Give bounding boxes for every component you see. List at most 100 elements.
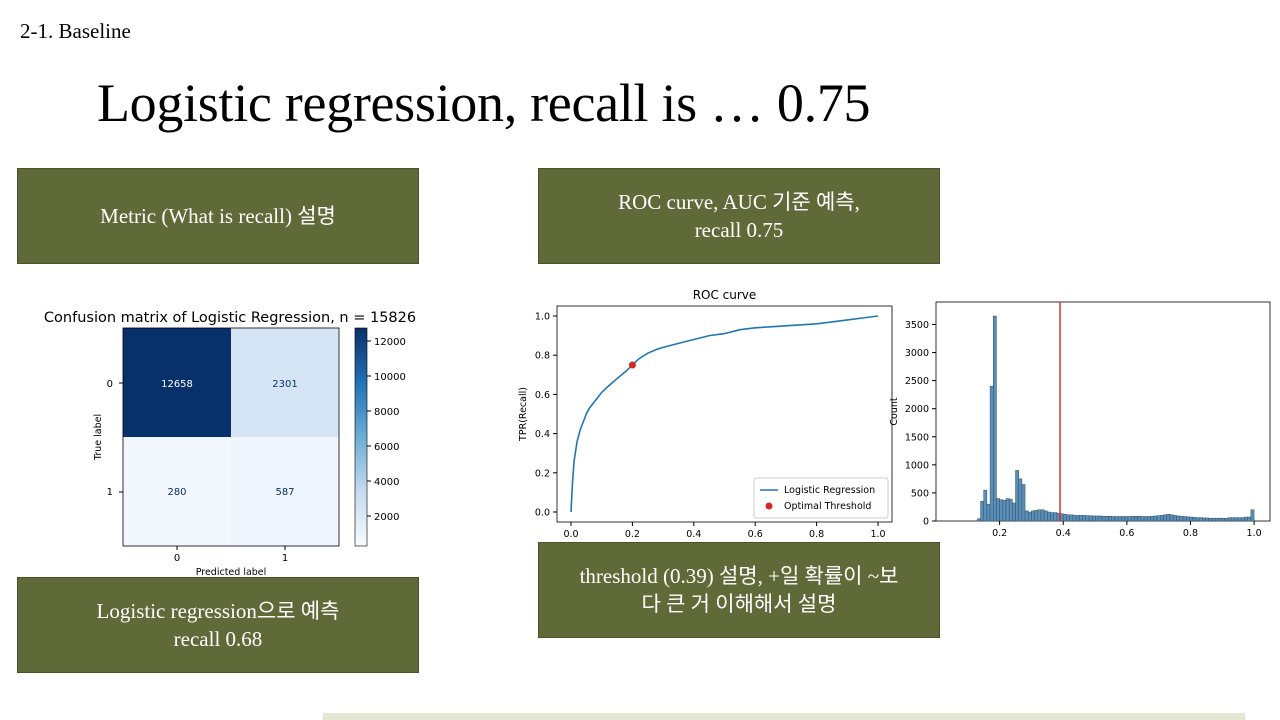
cm-colorbar-tick: 6000: [374, 442, 399, 453]
hist-xtick-label: 1.0: [1247, 528, 1262, 539]
roc-legend-dot-swatch: [765, 502, 773, 510]
hist-bar: [1198, 517, 1203, 522]
confusion-matrix-figure: Confusion matrix of Logistic Regression,…: [44, 310, 416, 578]
hist-bar: [1108, 515, 1113, 522]
hist-bar: [1211, 517, 1216, 522]
hist-bar: [1050, 512, 1054, 522]
hist-bar: [1047, 511, 1051, 522]
roc-ylabel: TPR(Recall): [518, 387, 529, 442]
roc-note-line2: recall 0.75: [694, 218, 784, 242]
hist-bar: [1147, 516, 1151, 522]
hist-bar: [1124, 516, 1129, 522]
hist-ytick-label: 500: [911, 488, 929, 499]
cm-colorbar-tick: 12000: [374, 337, 406, 348]
cm-title: Confusion matrix of Logistic Regression,…: [44, 310, 416, 326]
threshold-note-box: threshold (0.39) 설명, +일 확률이 ~보 다 큰 거 이해해…: [538, 542, 940, 638]
hist-bar: [1218, 517, 1222, 522]
hist-ytick-label: 1500: [905, 432, 929, 443]
hist-bar: [993, 315, 997, 522]
roc-xtick-label: 0.4: [686, 529, 701, 540]
hist-bar: [1231, 517, 1235, 522]
hist-bar: [1221, 517, 1226, 522]
hist-bar: [1234, 517, 1239, 522]
hist-ylabel: Count: [889, 397, 900, 425]
slide-title: Logistic regression, recall is … 0.75: [97, 73, 871, 133]
hist-bar: [1156, 515, 1161, 522]
cm-row-label-0: 0: [107, 379, 113, 390]
cm-value-1-0: 280: [167, 487, 186, 498]
hist-bar: [1037, 509, 1042, 522]
roc-ytick-label: 1.0: [535, 312, 550, 323]
metric-note-box: Metric (What is recall) 설명: [17, 168, 419, 264]
cm-colorbar-tick: 4000: [374, 477, 399, 488]
roc-legend-label: Optimal Threshold: [784, 501, 871, 512]
hist-bar: [1101, 515, 1106, 522]
roc-xtick-label: 0.8: [809, 529, 824, 540]
cm-col-label-1: 1: [282, 553, 288, 564]
hist-bar: [1240, 517, 1245, 522]
hist-xtick-label: 0.8: [1183, 528, 1198, 539]
roc-ytick-label: 0.6: [535, 390, 550, 401]
probability-histogram-chart: 0.2 0.4 0.6 0.8 1.0 0 500 1000 1500 2000 2500 3000 3…: [889, 301, 1271, 539]
hist-bar: [1021, 484, 1026, 522]
hist-bar: [1043, 510, 1048, 522]
hist-bar: [1040, 509, 1045, 522]
cm-colorbar-tick: 10000: [374, 372, 406, 383]
hist-bar: [1034, 510, 1039, 522]
hist-bar: [1166, 514, 1171, 522]
hist-bar: [1143, 516, 1148, 522]
cm-xlabel: Predicted label: [196, 567, 267, 578]
hist-bar: [1202, 517, 1206, 522]
cm-cell-1-1: [231, 437, 339, 546]
hist-bar: [1117, 516, 1122, 522]
hist-bar: [1066, 514, 1070, 522]
hist-ytick-label: 2000: [905, 404, 929, 415]
hist-bar: [983, 489, 988, 522]
roc-ytick-label: 0.8: [535, 351, 550, 362]
hist-bar: [1227, 517, 1232, 522]
hist-xtick-label: 0.4: [1056, 528, 1071, 539]
optimal-threshold-point: [628, 361, 636, 369]
hist-bar: [1224, 517, 1229, 522]
cm-colorbar-tick: 2000: [374, 512, 399, 523]
logreg-note-box: Logistic regression으로 예측 recall 0.68: [17, 577, 419, 673]
hist-xtick-label: 0.6: [1119, 528, 1134, 539]
cm-value-0-0: 12658: [161, 379, 193, 390]
cm-cell-0-1: [231, 328, 339, 437]
cm-value-0-1: 2301: [272, 379, 297, 390]
hist-bar: [1079, 515, 1083, 522]
hist-bar: [1215, 517, 1219, 522]
hist-bar: [1105, 515, 1109, 522]
roc-axes-frame: [556, 305, 893, 523]
hist-bar: [1069, 514, 1074, 522]
hist-bar: [1002, 499, 1007, 522]
hist-bar: [986, 503, 991, 522]
hist-bar: [1237, 517, 1242, 522]
cm-frame: [122, 327, 340, 547]
hist-bar: [1075, 515, 1080, 522]
cm-cell-0-0: [123, 328, 231, 437]
hist-bar: [1153, 515, 1158, 522]
hist-bar: [1192, 517, 1197, 522]
cm-colorbar-tick: 8000: [374, 407, 399, 418]
hist-bar: [996, 498, 1000, 522]
roc-xtick-label: 0.0: [563, 529, 578, 540]
hist-bar: [1185, 516, 1190, 522]
hist-bar: [1015, 470, 1019, 522]
roc-ytick-label: 0.2: [535, 468, 550, 479]
roc-xtick-label: 0.6: [748, 529, 763, 540]
roc-legend-label: Logistic Regression: [784, 485, 875, 496]
hist-bar: [1189, 516, 1193, 522]
roc-ytick-label: 0.4: [535, 429, 550, 440]
hist-bar: [1095, 515, 1100, 522]
hist-bar: [1160, 515, 1164, 522]
hist-xtick-label: 0.2: [992, 528, 1007, 539]
hist-bar: [1012, 502, 1016, 522]
cm-col-label-0: 0: [174, 553, 180, 564]
hist-bar: [1195, 517, 1200, 522]
hist-ytick-label: 3500: [905, 320, 929, 331]
hist-bar: [1134, 515, 1138, 522]
hist-bar: [1018, 478, 1023, 522]
hist-ytick-label: 2500: [905, 376, 929, 387]
hist-bar: [1244, 516, 1248, 522]
